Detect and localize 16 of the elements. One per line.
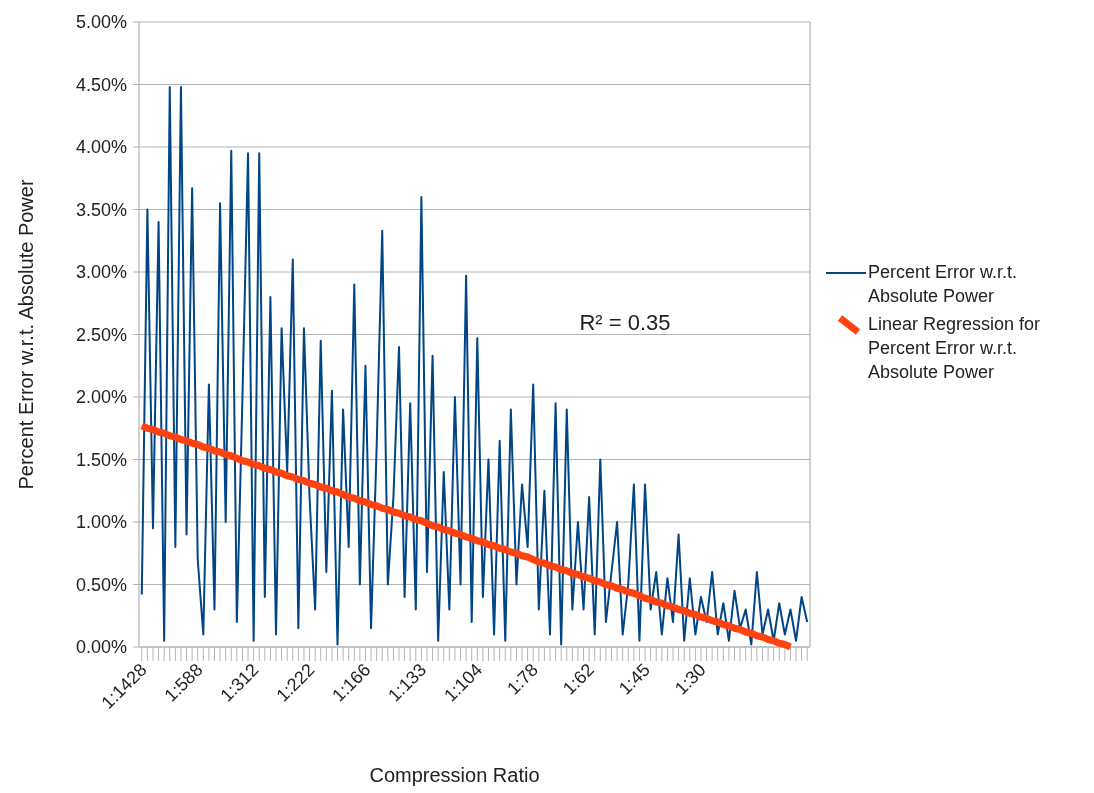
- annotation: R² = 0.35: [579, 310, 671, 335]
- legend-label: Linear Regression for Percent Error w.r.t. Absolute Power: [868, 314, 1041, 382]
- x-axis-title: Compression Ratio: [369, 764, 540, 786]
- y-tick-label: 4.00%: [75, 137, 127, 158]
- y-tick-label: 3.00%: [75, 262, 127, 283]
- y-tick-label: 0.00%: [75, 637, 127, 658]
- y-tick-label: 0.50%: [75, 574, 127, 595]
- y-tick-label: 1.50%: [75, 449, 127, 470]
- y-tick-label: 1.00%: [75, 512, 127, 533]
- legend-label: Percent Error w.r.t. Absolute Power: [868, 262, 1018, 306]
- y-tick-label: 4.50%: [75, 74, 127, 95]
- y-tick-label: 2.50%: [75, 324, 127, 345]
- y-tick-label: 5.00%: [75, 12, 127, 33]
- y-axis-title: Percent Error w.r.t. Absolute Power: [15, 179, 37, 490]
- y-tick-label: 3.50%: [75, 199, 127, 220]
- y-tick-label: 2.00%: [75, 387, 127, 408]
